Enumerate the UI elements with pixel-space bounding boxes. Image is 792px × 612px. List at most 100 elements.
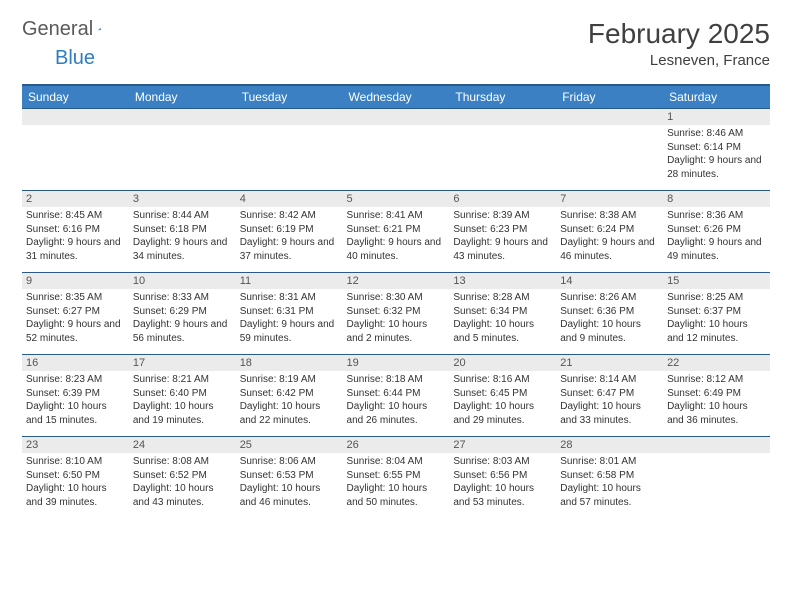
- sunset-text: Sunset: 6:45 PM: [453, 387, 552, 401]
- calendar-row: 2Sunrise: 8:45 AMSunset: 6:16 PMDaylight…: [22, 191, 770, 273]
- sunrise-text: Sunrise: 8:10 AM: [26, 455, 125, 469]
- sunset-text: Sunset: 6:26 PM: [667, 223, 766, 237]
- day-number: 19: [343, 355, 450, 371]
- calendar-cell: 13Sunrise: 8:28 AMSunset: 6:34 PMDayligh…: [449, 273, 556, 355]
- sunrise-text: Sunrise: 8:39 AM: [453, 209, 552, 223]
- calendar-cell: [236, 109, 343, 191]
- day-number: 20: [449, 355, 556, 371]
- sunset-text: Sunset: 6:52 PM: [133, 469, 232, 483]
- sunrise-text: Sunrise: 8:04 AM: [347, 455, 446, 469]
- daylight-text: Daylight: 10 hours and 19 minutes.: [133, 400, 232, 427]
- day-number: 4: [236, 191, 343, 207]
- day-number: [129, 109, 236, 125]
- day-info: Sunrise: 8:44 AMSunset: 6:18 PMDaylight:…: [129, 207, 236, 265]
- sunset-text: Sunset: 6:40 PM: [133, 387, 232, 401]
- daylight-text: Daylight: 9 hours and 56 minutes.: [133, 318, 232, 345]
- sunrise-text: Sunrise: 8:36 AM: [667, 209, 766, 223]
- day-info: Sunrise: 8:18 AMSunset: 6:44 PMDaylight:…: [343, 371, 450, 429]
- day-number: 1: [663, 109, 770, 125]
- calendar-cell: 25Sunrise: 8:06 AMSunset: 6:53 PMDayligh…: [236, 437, 343, 519]
- month-title: February 2025: [588, 18, 770, 50]
- sunrise-text: Sunrise: 8:31 AM: [240, 291, 339, 305]
- calendar-cell: 9Sunrise: 8:35 AMSunset: 6:27 PMDaylight…: [22, 273, 129, 355]
- day-number: 24: [129, 437, 236, 453]
- day-number: 17: [129, 355, 236, 371]
- day-info: Sunrise: 8:25 AMSunset: 6:37 PMDaylight:…: [663, 289, 770, 347]
- day-number: 2: [22, 191, 129, 207]
- sunset-text: Sunset: 6:14 PM: [667, 141, 766, 155]
- sunrise-text: Sunrise: 8:28 AM: [453, 291, 552, 305]
- sunrise-text: Sunrise: 8:33 AM: [133, 291, 232, 305]
- calendar-cell: [129, 109, 236, 191]
- sunrise-text: Sunrise: 8:12 AM: [667, 373, 766, 387]
- sunrise-text: Sunrise: 8:01 AM: [560, 455, 659, 469]
- day-header: Thursday: [449, 85, 556, 109]
- calendar-cell: 28Sunrise: 8:01 AMSunset: 6:58 PMDayligh…: [556, 437, 663, 519]
- calendar-cell: 17 Sunrise: 8:21 AMSunset: 6:40 PMDayligh…: [129, 355, 236, 437]
- day-info: Sunrise: 8:12 AMSunset: 6:49 PMDaylight:…: [663, 371, 770, 429]
- calendar-cell: 3Sunrise: 8:44 AMSunset: 6:18 PMDaylight…: [129, 191, 236, 273]
- calendar-cell: 2Sunrise: 8:45 AMSunset: 6:16 PMDaylight…: [22, 191, 129, 273]
- day-number: [22, 109, 129, 125]
- day-number: 25: [236, 437, 343, 453]
- day-header: Tuesday: [236, 85, 343, 109]
- daylight-text: Daylight: 9 hours and 46 minutes.: [560, 236, 659, 263]
- daylight-text: Daylight: 10 hours and 15 minutes.: [26, 400, 125, 427]
- logo-word-1: General: [22, 18, 93, 41]
- daylight-text: Daylight: 9 hours and 49 minutes.: [667, 236, 766, 263]
- sunset-text: Sunset: 6:50 PM: [26, 469, 125, 483]
- day-number: 10: [129, 273, 236, 289]
- calendar-cell: 15Sunrise: 8:25 AMSunset: 6:37 PMDayligh…: [663, 273, 770, 355]
- sunrise-text: Sunrise: 8:45 AM: [26, 209, 125, 223]
- sunset-text: Sunset: 6:27 PM: [26, 305, 125, 319]
- day-number: [236, 109, 343, 125]
- daylight-text: Daylight: 10 hours and 57 minutes.: [560, 482, 659, 509]
- page-header: General February 2025 Lesneven, France: [22, 18, 770, 69]
- calendar-cell: 18Sunrise: 8:19 AMSunset: 6:42 PMDayligh…: [236, 355, 343, 437]
- sunset-text: Sunset: 6:56 PM: [453, 469, 552, 483]
- day-info: Sunrise: 8:26 AMSunset: 6:36 PMDaylight:…: [556, 289, 663, 347]
- sunset-text: Sunset: 6:44 PM: [347, 387, 446, 401]
- day-info: Sunrise: 8:16 AMSunset: 6:45 PMDaylight:…: [449, 371, 556, 429]
- day-number: 5: [343, 191, 450, 207]
- day-number: 12: [343, 273, 450, 289]
- sunrise-text: Sunrise: 8:08 AM: [133, 455, 232, 469]
- day-number: 3: [129, 191, 236, 207]
- day-info: Sunrise: 8:38 AMSunset: 6:24 PMDaylight:…: [556, 207, 663, 265]
- calendar-cell: 19Sunrise: 8:18 AMSunset: 6:44 PMDayligh…: [343, 355, 450, 437]
- calendar-cell: 26Sunrise: 8:04 AMSunset: 6:55 PMDayligh…: [343, 437, 450, 519]
- daylight-text: Daylight: 10 hours and 33 minutes.: [560, 400, 659, 427]
- day-number: 14: [556, 273, 663, 289]
- calendar-cell: [22, 109, 129, 191]
- sunset-text: Sunset: 6:18 PM: [133, 223, 232, 237]
- day-number: 28: [556, 437, 663, 453]
- calendar-cell: 23Sunrise: 8:10 AMSunset: 6:50 PMDayligh…: [22, 437, 129, 519]
- daylight-text: Daylight: 10 hours and 9 minutes.: [560, 318, 659, 345]
- sunrise-text: Sunrise: 8:46 AM: [667, 127, 766, 141]
- day-info: Sunrise: 8:41 AMSunset: 6:21 PMDaylight:…: [343, 207, 450, 265]
- sunset-text: Sunset: 6:29 PM: [133, 305, 232, 319]
- calendar-cell: 24Sunrise: 8:08 AMSunset: 6:52 PMDayligh…: [129, 437, 236, 519]
- day-number: [343, 109, 450, 125]
- day-info: Sunrise: 8:06 AMSunset: 6:53 PMDaylight:…: [236, 453, 343, 511]
- daylight-text: Daylight: 9 hours and 52 minutes.: [26, 318, 125, 345]
- calendar-cell: [343, 109, 450, 191]
- sunrise-text: Sunrise: 8:21 AM: [133, 373, 232, 387]
- sunrise-text: Sunrise: 8:18 AM: [347, 373, 446, 387]
- day-info: Sunrise: 8:01 AMSunset: 6:58 PMDaylight:…: [556, 453, 663, 511]
- day-info: Sunrise: 8:30 AMSunset: 6:32 PMDaylight:…: [343, 289, 450, 347]
- calendar-cell: 21Sunrise: 8:14 AMSunset: 6:47 PMDayligh…: [556, 355, 663, 437]
- day-info: Sunrise: 8:03 AMSunset: 6:56 PMDaylight:…: [449, 453, 556, 511]
- day-number: 26: [343, 437, 450, 453]
- day-number: 11: [236, 273, 343, 289]
- calendar-cell: 1Sunrise: 8:46 AMSunset: 6:14 PMDaylight…: [663, 109, 770, 191]
- calendar-cell: 8Sunrise: 8:36 AMSunset: 6:26 PMDaylight…: [663, 191, 770, 273]
- calendar-cell: 11Sunrise: 8:31 AMSunset: 6:31 PMDayligh…: [236, 273, 343, 355]
- day-number: 22: [663, 355, 770, 371]
- daylight-text: Daylight: 10 hours and 50 minutes.: [347, 482, 446, 509]
- day-number: 9: [22, 273, 129, 289]
- daylight-text: Daylight: 9 hours and 37 minutes.: [240, 236, 339, 263]
- daylight-text: Daylight: 9 hours and 40 minutes.: [347, 236, 446, 263]
- day-info: Sunrise: 8:23 AMSunset: 6:39 PMDaylight:…: [22, 371, 129, 429]
- daylight-text: Daylight: 9 hours and 34 minutes.: [133, 236, 232, 263]
